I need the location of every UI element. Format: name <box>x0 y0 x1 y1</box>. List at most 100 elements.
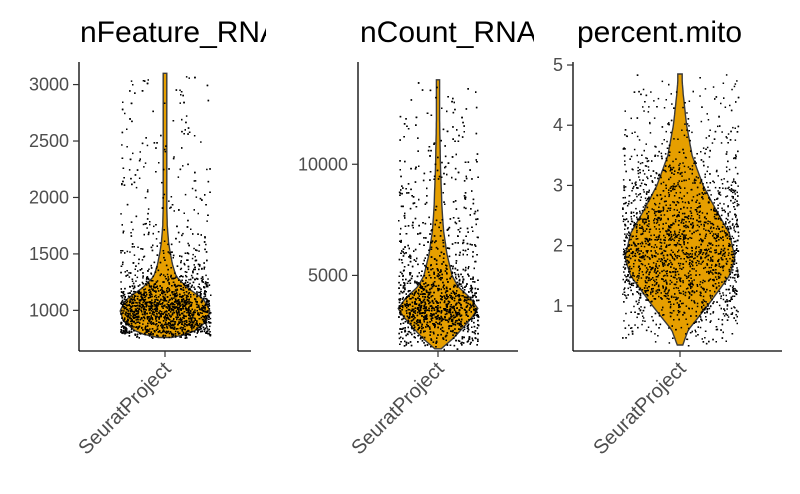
cell-point <box>445 267 447 270</box>
cell-point <box>453 314 455 317</box>
cell-point <box>139 304 141 307</box>
cell-point <box>196 295 198 297</box>
cell-point <box>164 334 166 337</box>
cell-point <box>140 304 143 306</box>
cell-point <box>421 340 424 342</box>
cell-point <box>473 267 475 270</box>
cell-point <box>137 285 140 287</box>
cell-point <box>442 337 444 339</box>
cell-point <box>194 180 197 182</box>
cell-point <box>168 304 170 306</box>
cell-point <box>209 334 212 336</box>
cell-point <box>448 318 450 321</box>
cell-point <box>184 307 187 310</box>
cell-point <box>443 172 445 175</box>
cell-point <box>156 142 158 144</box>
cell-point <box>208 318 210 320</box>
cell-point <box>470 304 472 307</box>
cell-point <box>438 175 441 178</box>
cell-point <box>163 327 166 329</box>
cell-point <box>154 286 156 289</box>
cell-point <box>406 282 409 284</box>
cell-point <box>422 280 424 282</box>
cell-point <box>162 324 164 327</box>
cell-point <box>449 308 451 311</box>
cell-point <box>184 301 186 303</box>
cell-point <box>131 326 133 328</box>
cell-point <box>414 217 417 220</box>
cell-point <box>128 323 130 326</box>
cell-point <box>154 330 156 333</box>
cell-point <box>419 313 421 315</box>
cell-point <box>127 292 129 295</box>
cell-point <box>170 196 173 198</box>
cell-point <box>194 266 196 269</box>
cell-point <box>161 291 163 293</box>
cell-point <box>151 328 154 330</box>
cell-point <box>399 160 401 162</box>
cell-point <box>152 232 154 235</box>
cell-point <box>419 232 422 234</box>
cell-point <box>183 315 185 317</box>
cell-point <box>402 296 404 299</box>
cell-point <box>131 319 133 321</box>
cell-point <box>400 239 402 242</box>
cell-point <box>163 291 165 294</box>
cell-point <box>170 324 172 326</box>
cell-point <box>144 223 146 225</box>
cell-point <box>455 310 457 313</box>
cell-point <box>177 302 179 304</box>
cell-point <box>206 303 208 305</box>
cell-point <box>166 291 168 294</box>
cell-point <box>462 242 464 245</box>
cell-point <box>152 308 154 311</box>
cell-point <box>180 336 182 338</box>
cell-point <box>410 326 413 329</box>
cell-point <box>197 286 200 288</box>
cell-point <box>420 305 422 308</box>
cell-point <box>440 312 442 314</box>
cell-point <box>454 167 457 170</box>
cell-point <box>424 336 426 339</box>
cell-point <box>120 326 123 328</box>
cell-point <box>405 118 407 120</box>
cell-point <box>402 322 405 324</box>
cell-point <box>168 305 171 307</box>
cell-point <box>441 319 443 321</box>
cell-point <box>462 278 465 280</box>
cell-point <box>180 288 182 290</box>
cell-point <box>422 312 424 314</box>
cell-point <box>423 288 426 290</box>
cell-point <box>126 308 129 311</box>
cell-point <box>147 322 149 325</box>
cell-point <box>415 323 418 325</box>
cell-point <box>433 324 435 326</box>
cell-point <box>130 290 132 292</box>
cell-point <box>121 301 123 303</box>
cell-point <box>444 308 446 310</box>
cell-point <box>436 268 439 270</box>
cell-point <box>461 136 464 138</box>
cell-point <box>453 309 456 312</box>
cell-point <box>165 145 167 147</box>
cell-point <box>132 320 134 323</box>
cell-point <box>192 317 194 319</box>
cell-point <box>162 197 164 199</box>
cell-point <box>173 156 175 158</box>
cell-point <box>148 231 150 234</box>
cell-point <box>429 334 431 336</box>
cell-point <box>426 195 428 197</box>
cell-point <box>131 280 134 282</box>
cell-point <box>181 255 183 258</box>
cell-point <box>198 329 200 331</box>
violin-marks <box>397 79 480 351</box>
cell-point <box>168 168 170 170</box>
cell-point <box>209 312 211 315</box>
cell-point <box>203 296 205 298</box>
cell-point <box>143 166 145 168</box>
cell-point <box>398 337 401 340</box>
cell-point <box>462 291 465 294</box>
cell-point <box>460 273 462 276</box>
cell-point <box>137 318 139 321</box>
cell-point <box>401 250 403 252</box>
